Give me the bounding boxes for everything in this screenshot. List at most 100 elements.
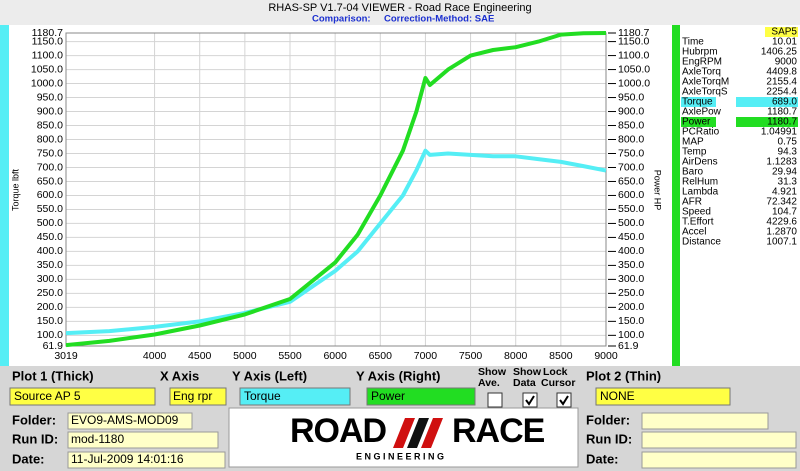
y-tick-label: 1180.7	[32, 27, 63, 39]
readout-value: 2155.4	[766, 77, 797, 88]
plot2-select[interactable]: NONE	[595, 387, 731, 406]
readout-value: 4229.6	[766, 217, 797, 228]
y2-tick-label: 350.0	[618, 259, 644, 271]
y-left-value: Torque	[244, 389, 281, 403]
correction: Correction-Method: SAE	[384, 14, 494, 25]
readout-header: SAP5	[771, 27, 797, 38]
plot1-label: Plot 1 (Thick)	[12, 368, 94, 383]
readout-label: EngRPM	[682, 57, 722, 68]
y2-tick-label: 1000.0	[618, 77, 650, 89]
x-axis-label: X Axis	[160, 368, 199, 383]
readout-value: 72.342	[766, 197, 797, 208]
run2-box	[641, 431, 797, 449]
plot1-select[interactable]: Source AP 5	[9, 387, 156, 406]
y-tick-label: 500.0	[37, 217, 63, 229]
y2-tick-label: 400.0	[618, 245, 644, 257]
readout-panel	[680, 25, 800, 366]
y2-tick-label: 800.0	[618, 133, 644, 145]
run-id: mod-1180	[71, 432, 124, 446]
x-tick-label: 7000	[414, 350, 438, 362]
date2-label: Date:	[586, 451, 619, 466]
y-left-select[interactable]: Torque	[239, 387, 351, 406]
y-tick-label: 600.0	[37, 189, 63, 201]
right-axis-bar	[672, 25, 680, 366]
y2-tick-label: 750.0	[618, 147, 644, 159]
y-tick-label: 100.0	[37, 329, 63, 341]
readout-value: 1.1283	[766, 157, 797, 168]
y2-tick-label: 1180.7	[618, 27, 649, 39]
run2-label: Run ID:	[586, 431, 632, 446]
readout-value: 1180.7	[767, 107, 797, 118]
x-tick-label: 9000	[594, 350, 618, 362]
checkbox[interactable]	[556, 392, 572, 408]
show-data-2: Data	[513, 377, 536, 389]
checkbox[interactable]	[487, 392, 503, 408]
lock-cursor-2: Cursor	[541, 377, 575, 389]
x-axis-select[interactable]: Eng rpr	[169, 387, 227, 406]
y2-tick-label: 150.0	[618, 315, 644, 327]
y-right-select[interactable]: Power	[366, 387, 476, 406]
y-axis-title: Torque lbft	[10, 168, 20, 211]
window-title: RHAS-SP V1.7-04 VIEWER - Road Race Engin…	[268, 2, 531, 14]
readout-value: 31.3	[778, 177, 798, 188]
date-box	[67, 451, 226, 469]
readout-value: 0.75	[778, 137, 798, 148]
readout-label: Torque	[682, 97, 713, 108]
plot-frame	[65, 32, 607, 347]
readout-highlight	[681, 97, 716, 107]
y2-tick-label: 950.0	[618, 91, 644, 103]
y2-tick-label: 1150.0	[618, 35, 649, 47]
x-tick-label: 6500	[369, 350, 393, 362]
folder2-label: Folder:	[586, 412, 630, 427]
logo-tagline: E N G I N E E R I N G	[356, 451, 444, 461]
y2-tick-label: 200.0	[618, 301, 644, 313]
checkbox[interactable]	[522, 392, 538, 408]
date2-box	[641, 451, 797, 469]
readout-highlight	[736, 97, 798, 107]
y2-tick-label: 850.0	[618, 119, 644, 131]
readout-value: 1.2870	[766, 227, 797, 238]
readout-label: Lambda	[682, 187, 719, 198]
readout-value: 689.0	[772, 97, 797, 108]
plot2-label: Plot 2 (Thin)	[586, 368, 661, 383]
y2-tick-label: 1050.0	[618, 63, 650, 75]
readout-value: 104.7	[772, 207, 797, 218]
readout-label: Baro	[682, 167, 704, 178]
y-tick-label: 150.0	[37, 315, 63, 327]
folder-box	[67, 412, 193, 430]
run-box	[67, 431, 219, 449]
y-tick-label: 700.0	[37, 161, 63, 173]
x-tick-label: 8000	[504, 350, 528, 362]
y-left-label: Y Axis (Left)	[232, 368, 307, 383]
y-tick-label: 1150.0	[32, 35, 63, 47]
logo-road: ROAD	[290, 412, 387, 450]
y-tick-label: 950.0	[37, 91, 63, 103]
y2-tick-label: 1100.0	[618, 49, 649, 61]
readout-highlight	[681, 117, 716, 127]
readout-label: Speed	[682, 207, 711, 218]
readout-value: 29.94	[772, 167, 797, 178]
readout-label: AxleTorqS	[682, 87, 728, 98]
x-tick-label: 4000	[143, 350, 167, 362]
readout-value: 2254.4	[766, 87, 797, 98]
y2-axis-title: Power HP	[653, 170, 663, 211]
y-tick-label: 450.0	[37, 231, 63, 243]
readout-value: 1180.7	[767, 117, 797, 128]
x-tick-label: 6000	[323, 350, 347, 362]
readout-value: 10.01	[772, 37, 797, 48]
checkmark	[525, 395, 535, 406]
readout-label: Temp	[682, 147, 707, 158]
y2-tick-label: 650.0	[618, 175, 644, 187]
readout-label: AxleTorq	[682, 67, 721, 78]
y-tick-label: 61.9	[43, 340, 64, 352]
y-tick-label: 850.0	[37, 119, 63, 131]
readout-label: Distance	[682, 237, 721, 248]
y-tick-label: 900.0	[37, 105, 63, 117]
x-tick-label: 8500	[549, 350, 573, 362]
y-tick-label: 250.0	[37, 287, 63, 299]
y2-tick-label: 900.0	[618, 105, 644, 117]
series-line	[65, 31, 607, 348]
folder-label: Folder:	[12, 412, 56, 427]
y-tick-label: 800.0	[37, 133, 63, 145]
